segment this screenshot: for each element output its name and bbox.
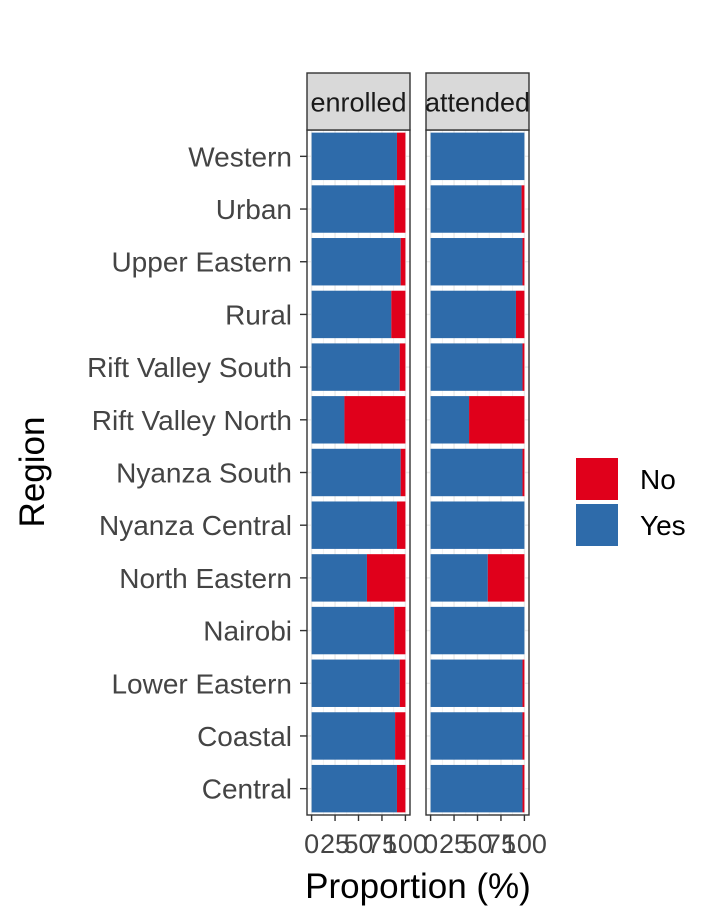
bar-no-enrolled <box>391 290 406 339</box>
y-tick-label: Central <box>202 774 292 805</box>
facet-panels: enrolled attended <box>306 72 530 816</box>
bar-no-enrolled <box>344 396 406 444</box>
bar-yes-attended <box>430 554 488 602</box>
x-tick-label: 75 <box>486 829 516 859</box>
bar-yes-enrolled <box>311 396 345 444</box>
y-tick-label: Rural <box>225 299 292 330</box>
bar-no-enrolled <box>400 448 406 497</box>
bar-yes-attended <box>430 396 470 444</box>
facet-strip <box>306 72 411 131</box>
y-axis: Western Urban Upper Eastern Rural Rift Valle… <box>87 141 307 805</box>
x-tick-label: 50 <box>462 829 492 859</box>
bar-no-attended <box>522 659 525 707</box>
bar-no-attended <box>522 712 525 760</box>
bar-yes-enrolled <box>311 448 401 497</box>
bar-yes-enrolled <box>311 132 397 181</box>
facet-strip-label: enrolled <box>310 88 406 118</box>
bar-yes-attended <box>430 185 522 233</box>
bar-no-attended <box>522 764 525 813</box>
x-axis-title: Proportion (%) <box>305 867 531 906</box>
bar-yes-attended <box>430 132 525 181</box>
bar-yes-attended <box>430 448 523 497</box>
bar-yes-enrolled <box>311 238 401 286</box>
y-tick-label: Nyanza Central <box>99 510 292 541</box>
y-tick-label: Upper Eastern <box>111 247 292 278</box>
legend-label: No <box>640 464 676 495</box>
y-tick-label: Lower Eastern <box>111 668 292 699</box>
bar-no-enrolled <box>394 185 406 233</box>
legend-label: Yes <box>640 510 686 541</box>
bar-yes-enrolled <box>311 606 395 655</box>
bar-no-attended <box>515 290 525 339</box>
bar-no-attended <box>522 238 525 286</box>
bar-yes-enrolled <box>311 343 400 391</box>
bar-yes-enrolled <box>311 554 367 602</box>
x-tick-label: 50 <box>343 829 373 859</box>
facet-panel-enrolled: enrolled <box>306 72 411 816</box>
legend-swatch-yes <box>576 504 618 546</box>
bar-no-enrolled <box>399 343 406 391</box>
bar-yes-enrolled <box>311 712 396 760</box>
bar-no-attended <box>521 185 525 233</box>
bar-no-enrolled <box>366 554 406 602</box>
bar-yes-attended <box>430 606 525 655</box>
bar-yes-enrolled <box>311 185 395 233</box>
bar-yes-attended <box>430 764 523 813</box>
bar-no-enrolled <box>396 132 406 181</box>
x-tick-label: 0 <box>304 829 319 859</box>
bar-no-enrolled <box>395 712 406 760</box>
bar-yes-enrolled <box>311 659 400 707</box>
y-tick-label: Rift Valley North <box>92 405 292 436</box>
x-tick-label: 25 <box>320 829 350 859</box>
bar-no-enrolled <box>396 764 406 813</box>
y-tick-label: Rift Valley South <box>87 352 292 383</box>
bar-yes-attended <box>430 501 525 549</box>
x-tick-label: 100 <box>383 829 428 859</box>
bar-yes-attended <box>430 238 523 286</box>
legend: No Yes <box>576 458 686 546</box>
legend-swatch-no <box>576 458 618 500</box>
bar-yes-attended <box>430 659 523 707</box>
bar-no-enrolled <box>399 659 406 707</box>
y-tick-label: Western <box>188 141 292 172</box>
bar-yes-attended <box>430 712 523 760</box>
x-tick-label: 100 <box>502 829 547 859</box>
y-tick-label: Coastal <box>197 721 292 752</box>
y-tick-label: Nyanza South <box>116 458 292 489</box>
facet-strip <box>425 72 530 131</box>
x-tick-label: 75 <box>367 829 397 859</box>
bar-yes-enrolled <box>311 290 392 339</box>
y-tick-label: North Eastern <box>119 563 292 594</box>
y-axis-title: Region <box>13 417 52 528</box>
bar-no-attended <box>522 448 525 497</box>
y-tick-label: Nairobi <box>203 616 292 647</box>
bar-no-attended <box>487 554 525 602</box>
bar-yes-attended <box>430 290 516 339</box>
bar-no-enrolled <box>396 501 406 549</box>
bar-no-attended <box>469 396 525 444</box>
facet-strip-label: attended <box>425 88 530 118</box>
bar-yes-enrolled <box>311 764 397 813</box>
facet-panel-attended: attended <box>425 72 530 816</box>
bar-no-attended <box>522 343 525 391</box>
bar-yes-attended <box>430 343 523 391</box>
y-tick-label: Urban <box>216 194 292 225</box>
bar-no-enrolled <box>400 238 406 286</box>
bar-yes-enrolled <box>311 501 397 549</box>
x-tick-label: 0 <box>423 829 438 859</box>
x-tick-label: 25 <box>439 829 469 859</box>
bar-no-enrolled <box>394 606 406 655</box>
